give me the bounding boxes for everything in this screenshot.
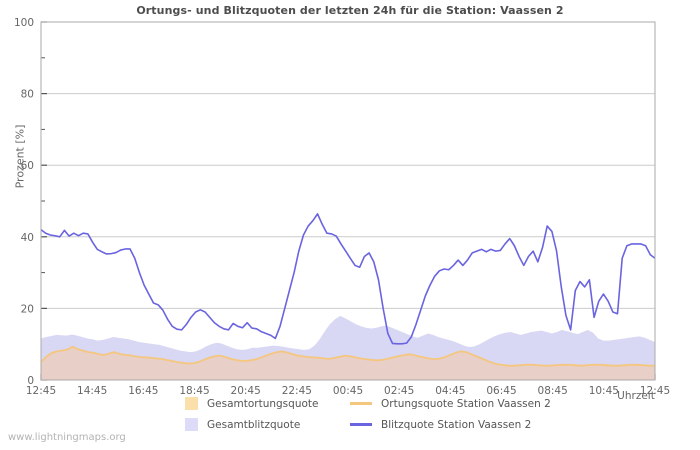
legend-label: Blitzquote Station Vaassen 2 <box>381 418 532 431</box>
chart-plot: 0 20 40 60 80 100 12:45 14:45 16:45 18:45 20:45 22:… <box>14 17 670 395</box>
chart-title: Ortungs- und Blitzquoten der letzten 24h… <box>136 4 564 17</box>
x-tick-label: 12:45 <box>640 385 670 395</box>
site-footer: www.lightningmaps.org <box>8 432 126 443</box>
y-tick-label: 80 <box>21 89 34 101</box>
legend-row: Gesamtortungsquote Ortungsquote Station … <box>185 393 605 414</box>
x-tick-label: 02:45 <box>384 385 414 395</box>
line-blitzquote-station <box>40 213 656 345</box>
y-tick-label: 0 <box>27 375 34 387</box>
legend-swatch-icon <box>185 397 198 410</box>
legend-label: Gesamtblitzquote <box>207 418 301 431</box>
x-tick-label: 08:45 <box>538 385 568 395</box>
y-tick-label: 40 <box>21 232 34 244</box>
y-tick-label: 20 <box>21 303 34 315</box>
x-tick-label: 00:45 <box>333 385 363 395</box>
legend-label: Ortungsquote Station Vaassen 2 <box>381 397 551 410</box>
x-tick-label: 14:45 <box>77 385 107 395</box>
y-tick-label: 60 <box>21 160 34 172</box>
legend-line-icon <box>350 402 372 405</box>
legend-item-ortungsquote-station: Ortungsquote Station Vaassen 2 <box>350 398 605 410</box>
y-tick-label: 100 <box>14 17 34 29</box>
x-tick-label: 22:45 <box>282 385 312 395</box>
x-axis-label: Uhrzeit <box>617 390 655 402</box>
legend-swatch-icon <box>185 418 198 431</box>
legend-item-blitzquote-station: Blitzquote Station Vaassen 2 <box>350 419 605 431</box>
x-tick-label: 18:45 <box>179 385 209 395</box>
line-ortungsquote-station <box>40 345 655 367</box>
legend-row: Gesamtblitzquote Blitzquote Station Vaas… <box>185 414 605 435</box>
legend-label: Gesamtortungsquote <box>207 397 319 410</box>
chart-legend: Gesamtortungsquote Ortungsquote Station … <box>185 393 605 435</box>
x-tick-label: 16:45 <box>128 385 158 395</box>
y-axis-label: Prozent [%] <box>13 124 27 189</box>
legend-item-gesamtortungsquote: Gesamtortungsquote <box>185 397 350 410</box>
legend-line-icon <box>350 423 372 426</box>
x-tick-label: 20:45 <box>231 385 261 395</box>
legend-item-gesamtblitzquote: Gesamtblitzquote <box>185 418 350 431</box>
x-tick-label: 06:45 <box>486 385 516 395</box>
x-tick-label: 10:45 <box>589 385 619 395</box>
area-gesamtortungsquote <box>41 346 655 380</box>
x-tick-label: 12:45 <box>26 385 56 395</box>
x-tick-label: 04:45 <box>435 385 465 395</box>
